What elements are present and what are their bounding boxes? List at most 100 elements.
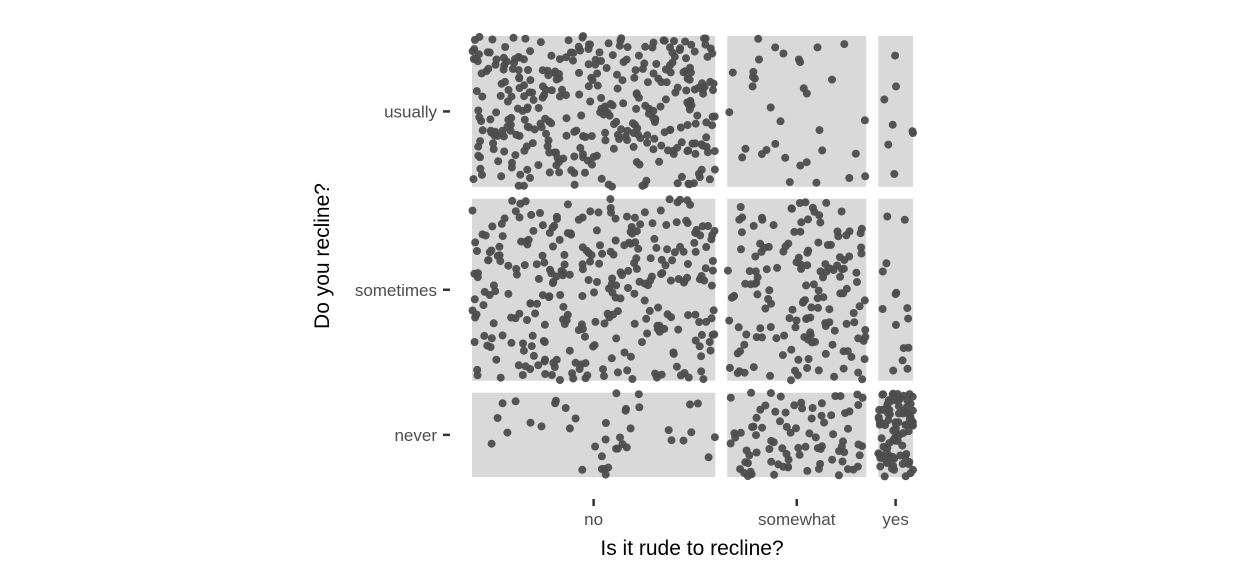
point-somewhat-never	[854, 440, 863, 449]
point-no-sometimes	[668, 256, 677, 265]
point-no-usually	[597, 174, 606, 183]
point-no-usually	[475, 32, 484, 41]
point-somewhat-usually	[812, 178, 821, 187]
point-yes-never	[898, 459, 907, 468]
point-no-sometimes	[680, 369, 689, 377]
point-no-usually	[476, 164, 485, 173]
point-somewhat-sometimes	[857, 243, 866, 252]
point-yes-sometimes	[903, 304, 912, 313]
point-somewhat-sometimes	[796, 227, 805, 236]
point-somewhat-sometimes	[761, 304, 770, 313]
point-somewhat-never	[736, 428, 745, 437]
point-somewhat-sometimes	[738, 213, 747, 222]
point-no-usually	[584, 45, 593, 53]
point-no-sometimes	[595, 259, 604, 268]
point-no-usually	[597, 57, 605, 65]
point-no-sometimes	[485, 248, 494, 257]
point-no-sometimes	[645, 306, 654, 315]
point-no-usually	[579, 132, 588, 141]
point-somewhat-usually	[802, 158, 811, 167]
point-somewhat-usually	[796, 161, 805, 170]
point-somewhat-sometimes	[850, 318, 859, 327]
point-somewhat-sometimes	[787, 204, 796, 213]
point-somewhat-sometimes	[740, 340, 749, 349]
point-no-usually	[604, 39, 613, 48]
point-no-never	[487, 439, 496, 448]
point-no-usually	[551, 148, 560, 157]
point-no-never	[601, 470, 610, 479]
point-no-sometimes	[534, 274, 543, 283]
point-no-usually	[609, 144, 618, 153]
point-no-usually	[682, 54, 690, 63]
point-somewhat-usually	[755, 55, 763, 64]
point-no-usually	[596, 108, 605, 117]
point-no-usually	[575, 68, 583, 77]
point-no-usually	[536, 119, 545, 128]
point-no-sometimes	[523, 316, 531, 324]
point-no-sometimes	[609, 310, 618, 319]
point-no-usually	[691, 149, 700, 158]
point-somewhat-usually	[845, 174, 854, 182]
point-yes-never	[893, 390, 902, 398]
point-somewhat-sometimes	[835, 253, 844, 262]
point-no-sometimes	[548, 279, 557, 288]
point-no-sometimes	[526, 299, 535, 308]
point-no-usually	[587, 132, 596, 141]
point-somewhat-sometimes	[749, 363, 758, 372]
point-somewhat-sometimes	[825, 305, 834, 314]
point-no-usually	[650, 134, 659, 143]
point-no-usually	[584, 82, 593, 91]
point-no-sometimes	[701, 264, 710, 273]
point-no-usually	[515, 73, 524, 82]
point-no-usually	[528, 139, 537, 148]
point-yes-never	[903, 397, 912, 406]
point-no-never	[511, 397, 520, 406]
point-no-usually	[635, 160, 644, 169]
point-somewhat-sometimes	[745, 267, 754, 276]
point-no-usually	[583, 156, 592, 165]
point-somewhat-never	[834, 471, 843, 480]
point-no-sometimes	[686, 200, 695, 209]
point-yes-never	[875, 405, 884, 414]
point-no-usually	[602, 64, 611, 72]
point-no-usually	[577, 111, 586, 120]
point-somewhat-usually	[728, 68, 737, 77]
point-somewhat-never	[726, 439, 735, 448]
point-yes-never	[891, 419, 900, 428]
point-no-sometimes	[540, 338, 549, 346]
point-yes-usually	[891, 51, 900, 60]
point-yes-never	[884, 409, 893, 418]
point-no-usually	[685, 75, 694, 84]
point-no-sometimes	[598, 249, 607, 258]
point-no-sometimes	[616, 294, 625, 303]
point-somewhat-usually	[813, 43, 822, 52]
point-somewhat-never	[731, 433, 740, 442]
point-no-usually	[574, 42, 583, 51]
point-no-never	[561, 404, 570, 412]
point-yes-sometimes	[878, 267, 887, 276]
point-no-never	[551, 399, 560, 408]
point-no-sometimes	[707, 235, 716, 244]
point-no-usually	[525, 88, 534, 97]
point-no-sometimes	[514, 361, 523, 370]
point-somewhat-usually	[779, 49, 788, 58]
point-no-sometimes	[702, 243, 711, 251]
x-tick-label-yes: yes	[882, 510, 908, 529]
point-no-never	[710, 433, 719, 442]
point-no-sometimes	[538, 221, 547, 230]
point-somewhat-usually	[861, 172, 870, 181]
point-no-usually	[584, 60, 593, 69]
point-somewhat-sometimes	[839, 347, 848, 356]
point-no-usually	[569, 48, 578, 57]
point-no-usually	[601, 128, 610, 137]
point-no-usually	[595, 48, 604, 57]
point-no-usually	[570, 152, 579, 161]
point-no-never	[537, 422, 546, 431]
point-no-sometimes	[534, 361, 543, 370]
point-no-sometimes	[558, 271, 567, 280]
point-somewhat-never	[816, 444, 825, 453]
point-no-sometimes	[657, 255, 666, 264]
point-somewhat-sometimes	[821, 349, 830, 358]
point-somewhat-sometimes	[842, 231, 851, 240]
point-no-usually	[545, 148, 554, 157]
